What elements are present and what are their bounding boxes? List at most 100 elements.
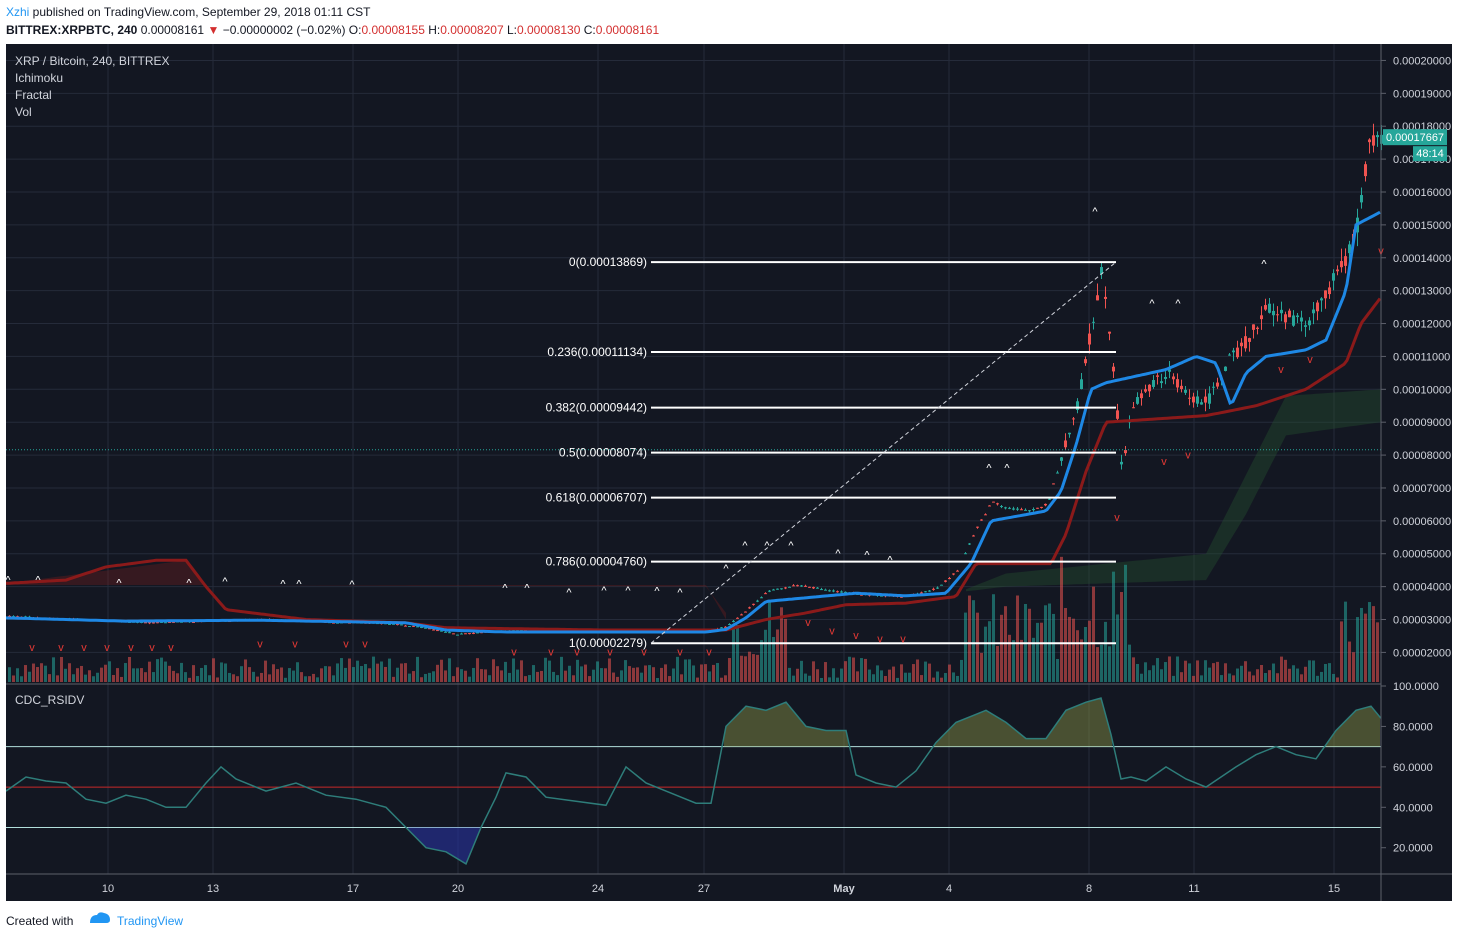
fractal-down-marker: v [1114, 512, 1120, 524]
volume-bar [1084, 626, 1087, 682]
chart-canvas[interactable]: 0(0.00013869) 0.236(0.00011134) 0.382(0.00… [6, 44, 1452, 901]
candle-body [816, 587, 819, 589]
volume-bar [760, 640, 763, 682]
low-value: 0.00008130 [516, 23, 581, 37]
volume-bar [216, 677, 219, 682]
volume-bar [240, 666, 243, 682]
volume-bar [264, 660, 267, 682]
volume-bar [672, 668, 675, 682]
rsi-tick-label: 100.0000 [1393, 681, 1439, 693]
volume-bar [772, 636, 775, 682]
volume-bar [344, 667, 347, 682]
volume-bar [1168, 656, 1171, 682]
volume-bar [1104, 621, 1107, 682]
volume-bar [256, 676, 259, 682]
fractal-down-marker: v [257, 638, 263, 650]
fractal-down-marker: v [292, 638, 298, 650]
tradingview-link[interactable]: TradingView [117, 914, 184, 928]
volume-bar [416, 656, 419, 682]
time-tick-label: 13 [207, 883, 219, 895]
open-value: 0.00008155 [361, 23, 425, 37]
candle-body [820, 589, 823, 591]
candle-body [1100, 267, 1103, 275]
volume-bar [248, 667, 251, 682]
candle-body [1180, 385, 1183, 390]
volume-bar [512, 658, 515, 682]
volume-bar [1160, 669, 1163, 682]
volume-bar [1220, 675, 1223, 682]
volume-bar [1060, 556, 1063, 682]
candle-body [408, 626, 411, 628]
volume-bar [828, 677, 831, 682]
volume-bar [632, 667, 635, 682]
volume-bar [132, 668, 135, 682]
candle-body [1348, 244, 1351, 254]
candle-body [1248, 338, 1251, 342]
candle-body [1032, 509, 1035, 511]
rsi-tick-label: 40.0000 [1393, 802, 1433, 814]
legend-item-ichimoku[interactable]: Ichimoku [15, 71, 64, 85]
countdown-badge [1413, 146, 1447, 162]
fractal-down-marker: v [677, 647, 683, 659]
candle-body [952, 573, 955, 575]
volume-bar [1248, 671, 1251, 682]
volume-bar [1028, 608, 1031, 682]
fractal-up-marker: ^ [349, 579, 355, 591]
volume-bar [80, 665, 83, 682]
volume-bar [1268, 670, 1271, 682]
candle-body [476, 632, 479, 634]
volume-bar [660, 667, 663, 682]
volume-bar [960, 659, 963, 682]
volume-bar [176, 673, 179, 682]
volume-bar [160, 657, 163, 682]
volume-bar [52, 657, 55, 682]
legend-item-vol[interactable]: Vol [15, 105, 32, 119]
volume-bar [916, 659, 919, 682]
candle-body [1364, 164, 1367, 177]
legend-item-fractal[interactable]: Fractal [15, 88, 52, 102]
volume-bar [1188, 663, 1191, 682]
volume-bar [636, 667, 639, 682]
candle-body [1284, 314, 1287, 323]
volume-bar [392, 676, 395, 682]
volume-bar [1332, 673, 1335, 682]
candle-body [980, 519, 983, 521]
volume-bar [288, 668, 291, 682]
volume-bar [88, 670, 91, 682]
candle-body [1000, 506, 1003, 508]
volume-bar [368, 668, 371, 682]
volume-bar [1324, 663, 1327, 682]
fractal-down-marker: v [362, 638, 368, 650]
candle-body [1316, 302, 1319, 312]
fractal-down-marker: v [104, 642, 110, 654]
volume-bar [680, 674, 683, 682]
candle-body [1192, 396, 1195, 403]
candle-body [780, 588, 783, 590]
volume-bar [692, 665, 695, 682]
volume-bar [1272, 663, 1275, 682]
volume-bar [816, 669, 819, 682]
rsi-tick-label: 60.0000 [1393, 762, 1433, 774]
volume-bar [212, 658, 215, 682]
volume-bar [1112, 571, 1115, 682]
volume-bar [48, 674, 51, 682]
candle-body [180, 621, 183, 623]
volume-bar [948, 664, 951, 682]
volume-bar [584, 664, 587, 682]
chart-area[interactable]: 0(0.00013869) 0.236(0.00011134) 0.382(0.00… [6, 44, 1452, 901]
candle-body [900, 596, 903, 598]
rsi-line [6, 697, 1382, 865]
price-tick-label: 0.00015000 [1393, 220, 1451, 232]
price-tick-label: 0.00003000 [1393, 615, 1451, 627]
volume-bar [1040, 622, 1043, 682]
author-link[interactable]: Xzhi [6, 5, 30, 19]
volume-bar [1280, 656, 1283, 682]
fractal-up-marker: ^ [764, 540, 770, 552]
candle-body [1144, 389, 1147, 392]
volume-bar [1328, 663, 1331, 682]
price-tick-label: 0.00009000 [1393, 417, 1451, 429]
volume-bar [292, 670, 295, 682]
volume-bar [656, 677, 659, 682]
candle-body [392, 623, 395, 625]
indicator-title: CDC_RSIDV [15, 693, 85, 707]
